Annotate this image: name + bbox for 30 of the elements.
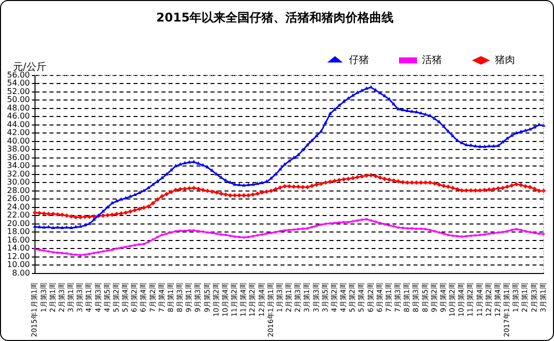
legend-label: 猪肉 — [495, 54, 515, 66]
y-tick-label: 28.00 — [6, 186, 30, 195]
y-tick-label: 38.00 — [6, 144, 30, 154]
y-axis-title: 元/公斤 — [12, 60, 46, 73]
chart-title: 2015年以来全国仔猪、活猪和猪肉价格曲线 — [156, 10, 394, 24]
y-tick-label: 16.00 — [6, 235, 30, 244]
y-tick-label: 8.00 — [12, 268, 30, 278]
y-tick-label: 18.00 — [6, 227, 30, 236]
y-tick-label: 32.00 — [6, 169, 30, 178]
y-tick-label: 20.00 — [6, 218, 30, 228]
y-tick-label: 14.00 — [6, 244, 30, 253]
y-tick-label: 46.00 — [6, 112, 30, 121]
y-tick-label: 12.00 — [6, 252, 30, 261]
y-tick-label: 50.00 — [6, 95, 30, 104]
y-tick-label: 48.00 — [6, 103, 30, 112]
y-tick-label: 30.00 — [6, 178, 30, 187]
y-tick-label: 10.00 — [6, 260, 30, 270]
y-tick-label: 44.00 — [6, 120, 30, 129]
y-tick-label: 54.00 — [6, 78, 30, 88]
y-tick-label: 40.00 — [6, 136, 30, 146]
y-tick-label: 24.00 — [6, 202, 30, 212]
y-tick-label: 42.00 — [6, 128, 30, 138]
legend-label: 仔猪 — [349, 54, 369, 66]
y-tick-label: 22.00 — [6, 210, 30, 220]
y-tick-label: 56.00 — [6, 70, 30, 80]
y-tick-label: 36.00 — [6, 152, 30, 162]
legend-label: 活猪 — [422, 54, 442, 66]
y-tick-label: 52.00 — [6, 86, 30, 96]
y-tick-label: 26.00 — [6, 194, 30, 204]
y-tick-label: 34.00 — [6, 161, 30, 170]
